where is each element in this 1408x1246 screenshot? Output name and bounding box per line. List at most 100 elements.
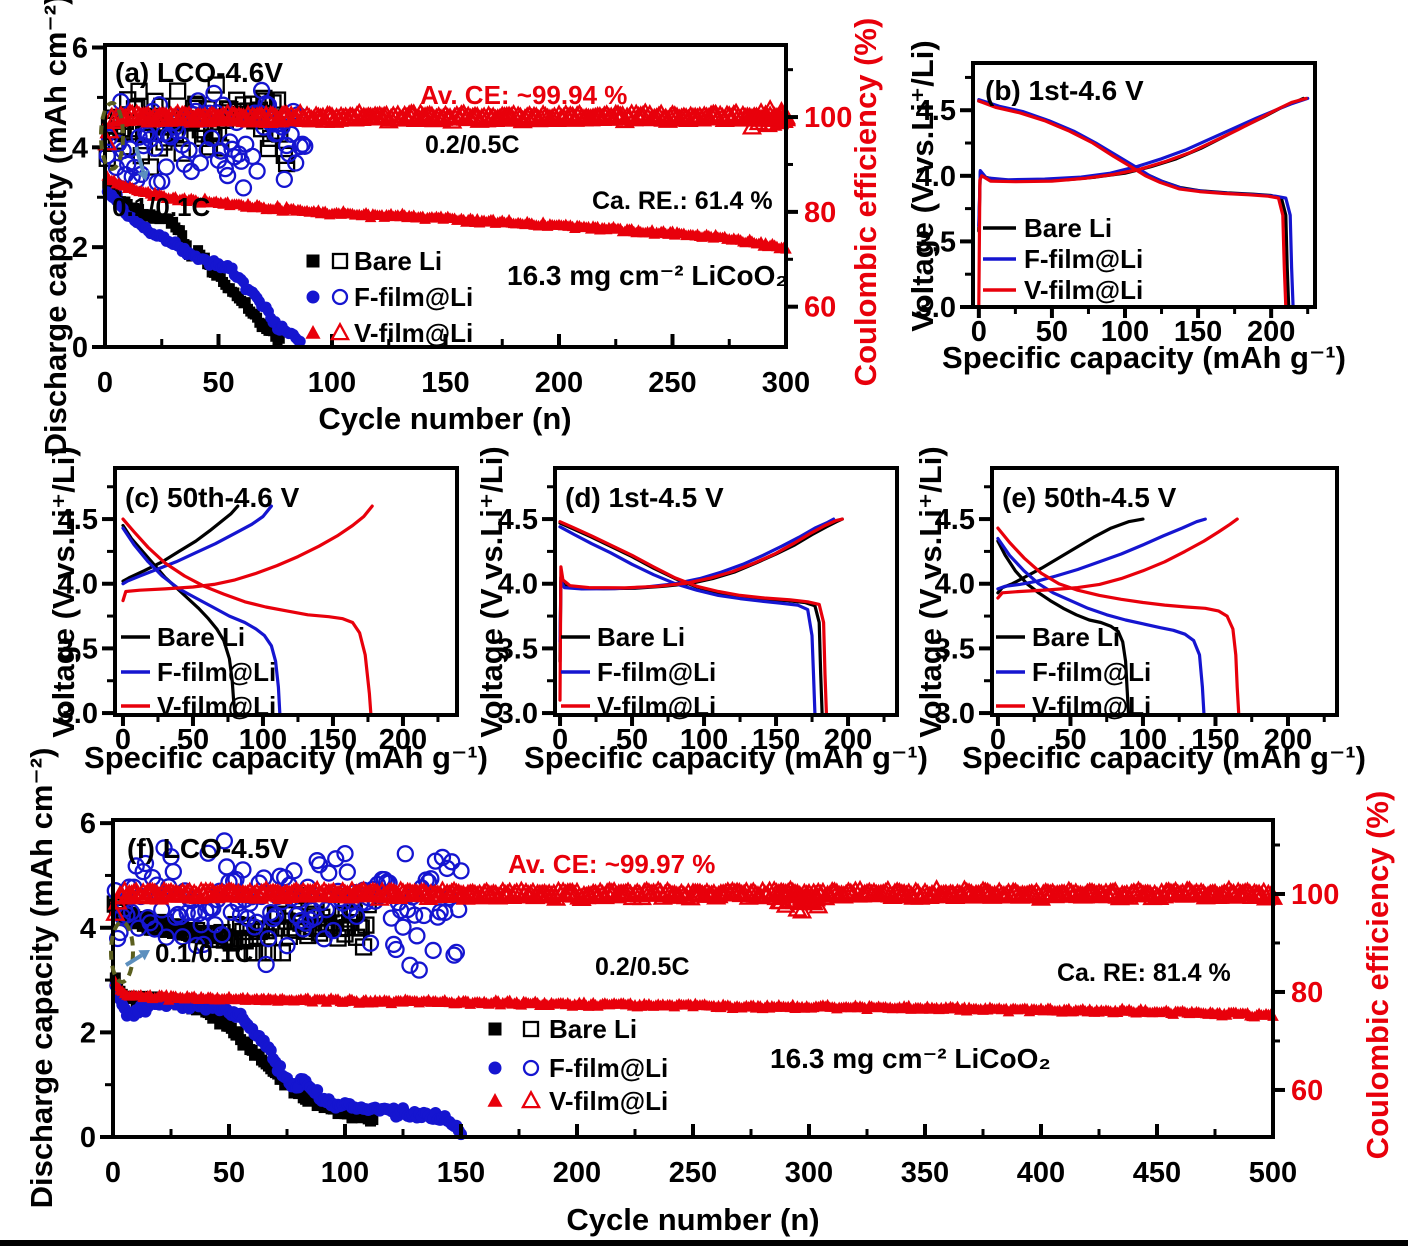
point-f-film-ce bbox=[194, 935, 213, 953]
point-bare-li-ce-late bbox=[357, 916, 375, 934]
x-axis-label: Specific capacity (mAh g⁻¹) bbox=[524, 740, 928, 775]
point-f-film-ce bbox=[259, 930, 278, 948]
point-v-film-ce-dip bbox=[798, 889, 820, 909]
x-tick-label: 0 bbox=[97, 367, 113, 399]
curve-bare-li-discharge bbox=[121, 523, 237, 715]
point-bare-li-capacity bbox=[168, 216, 179, 227]
point-f-film-ce bbox=[218, 166, 237, 185]
x-axis-label: Cycle number (n) bbox=[566, 1202, 819, 1237]
point-v-film-ce bbox=[555, 883, 576, 902]
y-tick-label: 3.0 bbox=[935, 698, 975, 730]
annotation-text: 0.2/0.5C bbox=[425, 131, 520, 159]
point-f-film-ce bbox=[266, 907, 285, 925]
legend-marker-filled bbox=[305, 324, 321, 339]
point-f-film-ce bbox=[182, 162, 200, 181]
legend-label: F-film@Li bbox=[597, 657, 716, 687]
series-bare-li-discharge bbox=[121, 523, 237, 715]
annotation-arrow-head bbox=[137, 169, 149, 181]
x-tick-label: 250 bbox=[648, 367, 696, 399]
series-v-film-discharge bbox=[977, 99, 1288, 309]
legend-label: F-film@Li bbox=[1032, 657, 1151, 687]
panel-f: 0 50 100 150 200 250 300 350 400 450 500 0 2 4 6 60 80 10… bbox=[24, 748, 1395, 1237]
point-bare-li-ce-late bbox=[245, 944, 264, 962]
point-f-film-ce bbox=[338, 863, 356, 881]
panel-e-title: (e) 50th-4.5 V bbox=[1002, 482, 1177, 513]
point-bare-li-capacity bbox=[242, 1037, 254, 1049]
point-f-film-ce bbox=[296, 914, 315, 932]
point-f-film-ce bbox=[248, 162, 266, 180]
point-f-film-ce bbox=[282, 125, 300, 143]
point-f-film-ce bbox=[296, 137, 314, 155]
point-f-film-ce bbox=[445, 946, 463, 964]
point-f-film-ce bbox=[287, 154, 305, 172]
point-v-film-ce bbox=[901, 884, 922, 904]
x-tick-label: 200 bbox=[535, 367, 583, 399]
annotation-text: 16.3 mg cm⁻² LiCoO₂ bbox=[507, 260, 788, 291]
annotation-text: 0.2/0.5C bbox=[595, 953, 690, 981]
annotation-text: Ca. RE: 81.4 % bbox=[1057, 959, 1231, 987]
y-tick-label: 0 bbox=[72, 332, 88, 364]
series-v-film-discharge bbox=[558, 520, 828, 715]
point-v-film-ce bbox=[504, 883, 525, 902]
point-f-film-ce bbox=[285, 862, 303, 880]
point-f-film-ce bbox=[157, 158, 175, 176]
point-bare-li-ce bbox=[200, 138, 219, 156]
panel-f-title: (f) LCO-4.5V bbox=[127, 833, 289, 864]
y2-axis-label: Coulombic efficiency (%) bbox=[848, 18, 883, 387]
panel-c: 0 50 100 150 200 3.0 3.5 4.0 4.5 Specific capacit… bbox=[46, 446, 488, 775]
point-f-film-ce bbox=[257, 955, 275, 974]
annotation-ellipse bbox=[109, 920, 135, 984]
series-v-film-capacity bbox=[109, 975, 1279, 1022]
y-tick-label: 6 bbox=[80, 808, 96, 840]
series-f-film-discharge bbox=[121, 526, 282, 715]
point-f-film-ce bbox=[320, 864, 338, 882]
series-v-film-charge bbox=[996, 517, 1239, 600]
panel-c-title: (c) 50th-4.6 V bbox=[125, 482, 300, 513]
legend-label: F-film@Li bbox=[157, 657, 276, 687]
point-bare-li-ce bbox=[268, 91, 287, 109]
y-tick-label: 3.0 bbox=[916, 292, 956, 324]
point-f-film-capacity bbox=[294, 335, 306, 347]
curve-v-film-charge bbox=[121, 504, 374, 603]
y2-tick-label: 100 bbox=[1291, 879, 1339, 911]
curve-v-film-discharge bbox=[558, 520, 828, 715]
point-v-film-ce-tail bbox=[769, 110, 790, 130]
curve-v-film-discharge bbox=[977, 99, 1288, 309]
y2-tick-label: 100 bbox=[804, 102, 852, 134]
legend-marker-filled bbox=[306, 254, 320, 268]
x-tick-label: 100 bbox=[308, 367, 356, 399]
legend-label: V-film@Li bbox=[354, 318, 473, 348]
curve-f-film-discharge bbox=[996, 536, 1206, 715]
annotation-text: 0.1/0.1C bbox=[155, 938, 254, 968]
y-tick-label: 2 bbox=[72, 232, 88, 264]
panel-d-legend: Bare Li F-film@Li V-film@Li bbox=[561, 622, 716, 721]
x-tick-label: 250 bbox=[669, 1157, 717, 1189]
curve-f-film-discharge bbox=[121, 526, 282, 715]
y-tick-label: 3.5 bbox=[935, 633, 975, 665]
point-f-film-ce bbox=[169, 905, 187, 924]
panel-b-title: (b) 1st-4.6 V bbox=[985, 75, 1144, 106]
x-axis-label: Cycle number (n) bbox=[318, 401, 571, 436]
curve-f-film-charge bbox=[558, 517, 836, 644]
x-tick-label: 0 bbox=[115, 724, 131, 756]
x-tick-label: 100 bbox=[680, 724, 728, 756]
point-f-film-ce bbox=[433, 848, 452, 867]
x-tick-label: 50 bbox=[202, 367, 234, 399]
y2-tick-label: 80 bbox=[1291, 977, 1323, 1009]
annotation-text: Av. CE: ~99.94 % bbox=[420, 80, 627, 110]
y-tick-label: 3.0 bbox=[498, 698, 538, 730]
point-bare-li-capacity bbox=[215, 271, 226, 282]
legend-marker-filled bbox=[488, 1022, 502, 1036]
x-tick-label: 50 bbox=[616, 724, 648, 756]
series-v-film-discharge bbox=[996, 526, 1241, 715]
legend-label: F-film@Li bbox=[549, 1053, 668, 1083]
y-tick-label: 3.5 bbox=[498, 633, 538, 665]
legend-marker-open bbox=[331, 252, 349, 270]
point-bare-li-capacity bbox=[258, 318, 269, 329]
panel-a-plot-area bbox=[105, 45, 786, 347]
point-bare-li-ce-late bbox=[352, 919, 370, 937]
series-f-film-charge bbox=[558, 517, 836, 644]
legend-label: V-film@Li bbox=[157, 691, 276, 721]
point-f-film-ce bbox=[336, 844, 354, 863]
